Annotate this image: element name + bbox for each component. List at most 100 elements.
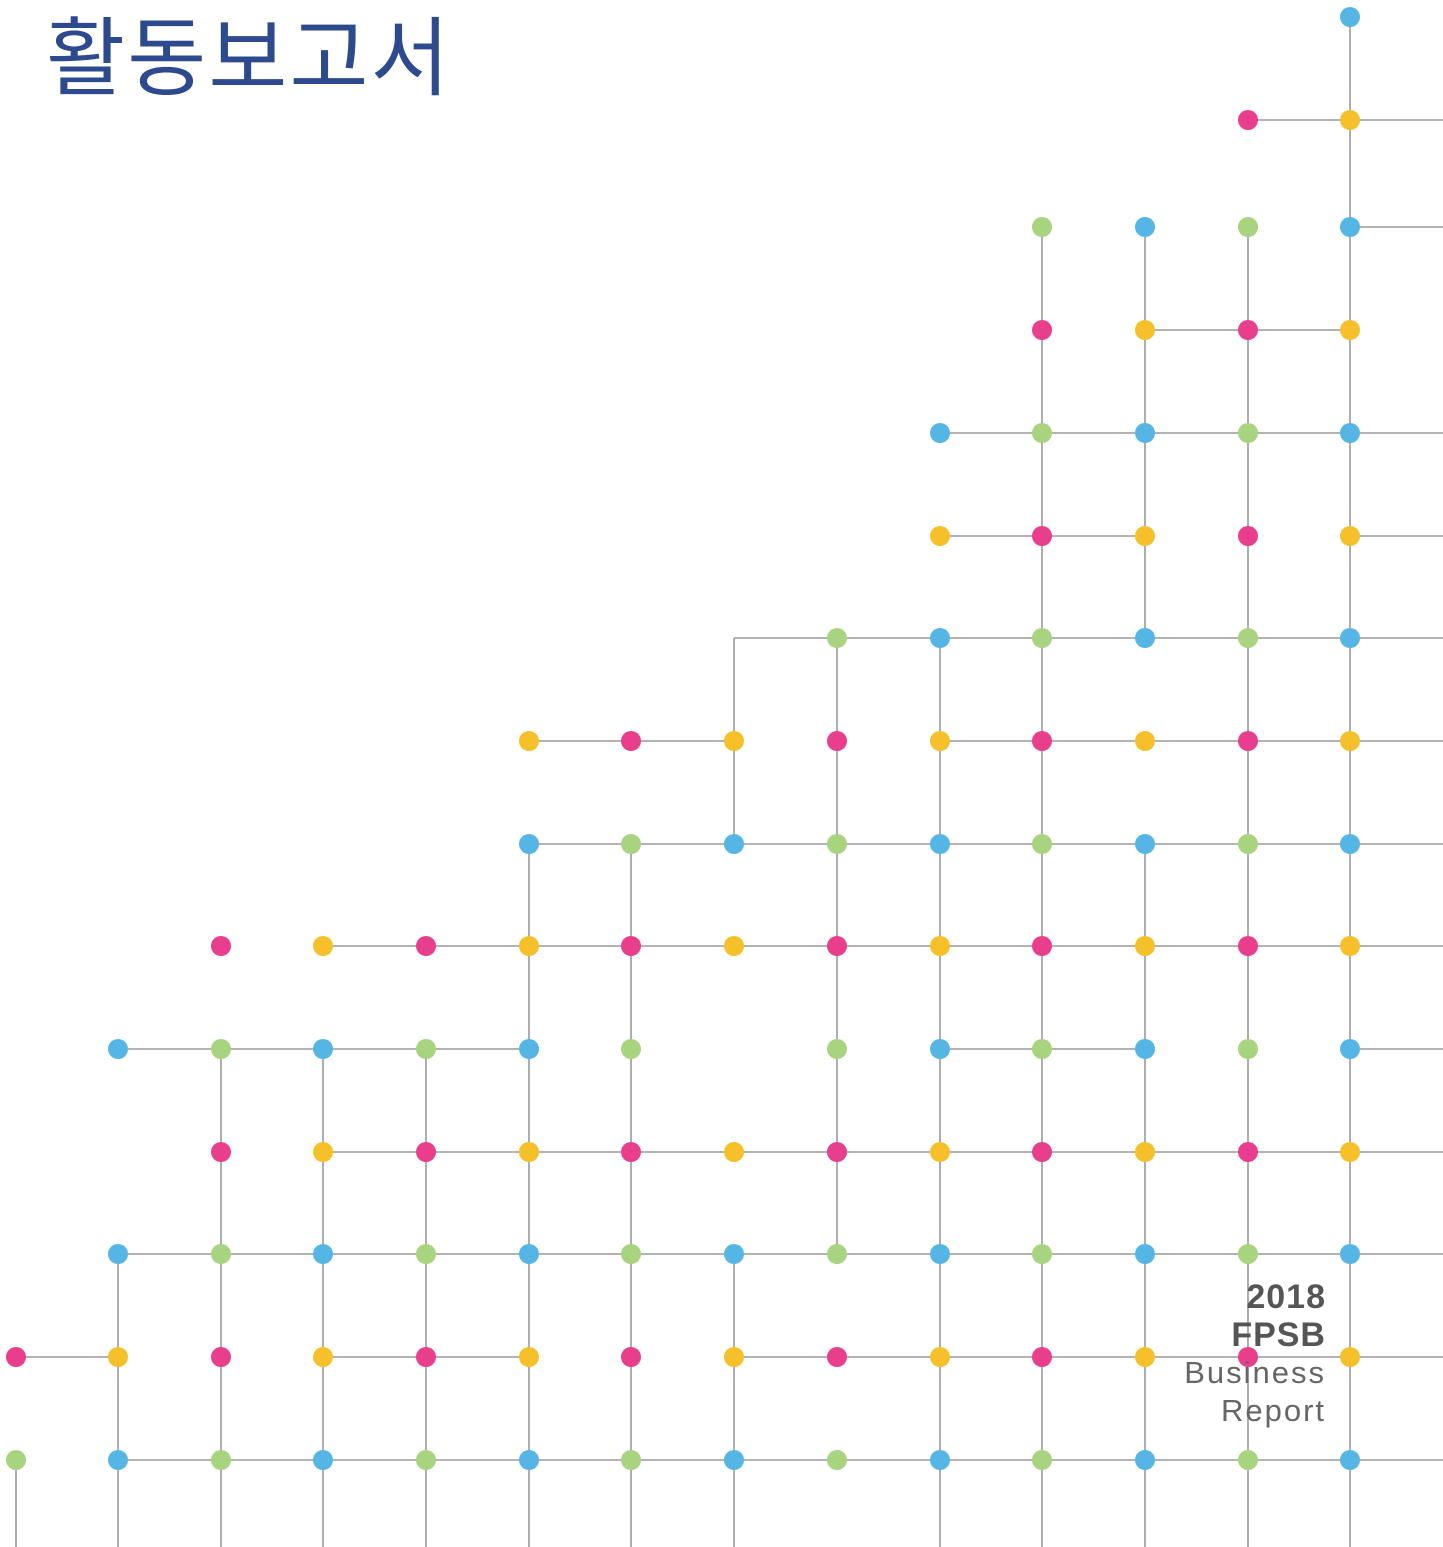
pink-dot <box>1238 1142 1258 1162</box>
blue-dot <box>1340 217 1360 237</box>
yellow-dot <box>1340 320 1360 340</box>
green-dot <box>1032 628 1052 648</box>
yellow-dot <box>930 1347 950 1367</box>
green-dot <box>1238 1450 1258 1470</box>
blue-dot <box>519 834 539 854</box>
yellow-dot <box>313 936 333 956</box>
yellow-dot <box>724 936 744 956</box>
blue-dot <box>1340 1039 1360 1059</box>
blue-dot <box>1340 1244 1360 1264</box>
pink-dot <box>1238 936 1258 956</box>
green-dot <box>416 1450 436 1470</box>
yellow-dot <box>519 1347 539 1367</box>
caption-line-business: Business <box>1184 1355 1326 1390</box>
blue-dot <box>108 1039 128 1059</box>
pink-dot <box>1032 320 1052 340</box>
pink-dot <box>827 731 847 751</box>
green-dot <box>621 1039 641 1059</box>
green-dot <box>621 1244 641 1264</box>
green-dot <box>621 834 641 854</box>
blue-dot <box>1340 7 1360 27</box>
pink-dot <box>1032 936 1052 956</box>
blue-dot <box>930 834 950 854</box>
pink-dot <box>621 1347 641 1367</box>
pink-dot <box>416 936 436 956</box>
green-dot <box>1238 1244 1258 1264</box>
green-dot <box>827 1244 847 1264</box>
pink-dot <box>211 1142 231 1162</box>
organization-name: FPSB <box>1231 1316 1326 1354</box>
yellow-dot <box>1135 936 1155 956</box>
blue-dot <box>519 1450 539 1470</box>
pink-dot <box>1032 731 1052 751</box>
yellow-dot <box>1340 731 1360 751</box>
yellow-dot <box>1340 936 1360 956</box>
blue-dot <box>1135 1039 1155 1059</box>
yellow-dot <box>1135 320 1155 340</box>
blue-dot <box>930 628 950 648</box>
green-dot <box>416 1039 436 1059</box>
yellow-dot <box>519 936 539 956</box>
green-dot <box>1032 423 1052 443</box>
report-year: 2018 <box>1246 1278 1326 1316</box>
green-dot <box>1238 423 1258 443</box>
yellow-dot <box>108 1347 128 1367</box>
yellow-dot <box>930 731 950 751</box>
yellow-dot <box>1340 1347 1360 1367</box>
blue-dot <box>930 423 950 443</box>
blue-dot <box>108 1244 128 1264</box>
yellow-dot <box>1135 1142 1155 1162</box>
blue-dot <box>1135 1244 1155 1264</box>
pink-dot <box>1238 110 1258 130</box>
report-caption: 2018 FPSB Business Report <box>1184 1278 1326 1430</box>
green-dot <box>827 628 847 648</box>
green-dot <box>211 1244 231 1264</box>
blue-dot <box>930 1450 950 1470</box>
green-dot <box>1238 628 1258 648</box>
green-dot <box>416 1244 436 1264</box>
green-dot <box>1032 217 1052 237</box>
report-title: 활동보고서 <box>46 9 452 109</box>
blue-dot <box>313 1039 333 1059</box>
green-dot <box>1032 834 1052 854</box>
pink-dot <box>1238 320 1258 340</box>
yellow-dot <box>930 1142 950 1162</box>
blue-dot <box>1340 628 1360 648</box>
caption-line-report: Report <box>1220 1393 1326 1428</box>
pink-dot <box>6 1347 26 1367</box>
pink-dot <box>621 936 641 956</box>
blue-dot <box>1135 423 1155 443</box>
pink-dot <box>827 936 847 956</box>
blue-dot <box>519 1039 539 1059</box>
green-dot <box>1032 1244 1052 1264</box>
yellow-dot <box>1340 526 1360 546</box>
yellow-dot <box>1340 1142 1360 1162</box>
pink-dot <box>1238 526 1258 546</box>
pink-dot <box>416 1347 436 1367</box>
blue-dot <box>724 1450 744 1470</box>
blue-dot <box>930 1039 950 1059</box>
blue-dot <box>1340 1450 1360 1470</box>
pink-dot <box>827 1142 847 1162</box>
blue-dot <box>313 1450 333 1470</box>
pink-dot <box>1032 1142 1052 1162</box>
blue-dot <box>1135 628 1155 648</box>
yellow-dot <box>313 1347 333 1367</box>
yellow-dot <box>1135 526 1155 546</box>
green-dot <box>827 1450 847 1470</box>
yellow-dot <box>930 936 950 956</box>
blue-dot <box>1340 834 1360 854</box>
blue-dot <box>724 1244 744 1264</box>
yellow-dot <box>724 731 744 751</box>
blue-dot <box>313 1244 333 1264</box>
blue-dot <box>724 834 744 854</box>
blue-dot <box>1135 1450 1155 1470</box>
blue-dot <box>930 1244 950 1264</box>
green-dot <box>827 1039 847 1059</box>
colored-dots <box>6 7 1360 1470</box>
green-dot <box>1238 834 1258 854</box>
blue-dot <box>519 1244 539 1264</box>
green-dot <box>1238 1039 1258 1059</box>
yellow-dot <box>519 731 539 751</box>
